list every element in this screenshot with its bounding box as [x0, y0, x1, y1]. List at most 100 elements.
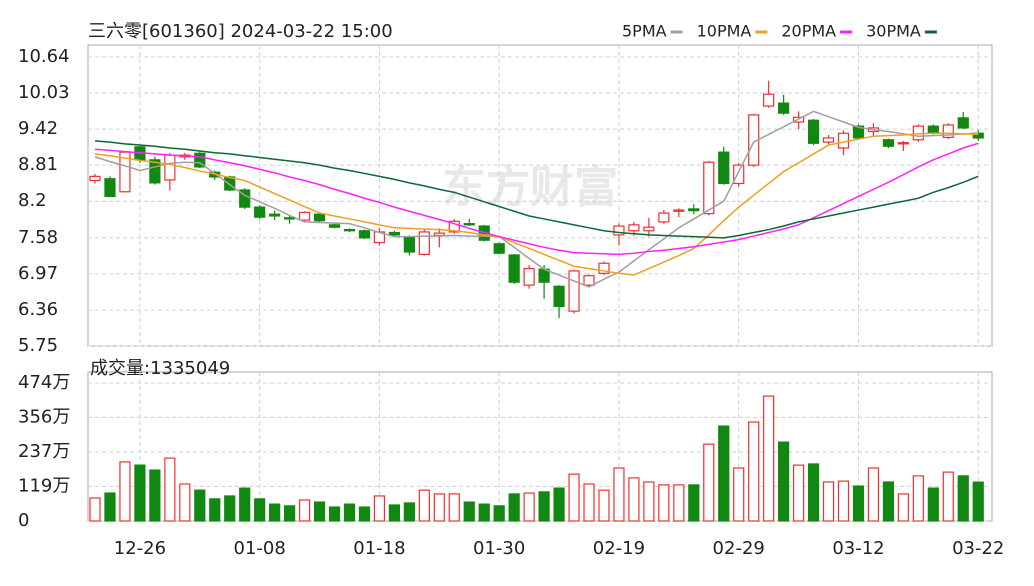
- candle-body: [508, 254, 520, 283]
- y-tick-label: 119万: [18, 475, 70, 496]
- volume-bar: [957, 475, 969, 522]
- candle-body: [807, 119, 820, 144]
- candle-body: [523, 267, 535, 286]
- y-tick-label: 6.97: [18, 263, 58, 284]
- volume-bar: [403, 502, 415, 522]
- volume-bar: [343, 503, 356, 522]
- volume-bar: [358, 506, 371, 522]
- ma-line: [94, 140, 979, 239]
- volume-bar: [179, 483, 191, 522]
- candle-body: [463, 223, 475, 226]
- candle-body: [897, 142, 909, 145]
- candle-body: [643, 226, 655, 232]
- volume-bar: [718, 425, 730, 522]
- volume-bar: [912, 475, 924, 522]
- candle-body: [388, 231, 400, 236]
- candle-body: [149, 159, 161, 184]
- x-tick-label: 01-08: [234, 538, 286, 559]
- candle-body: [164, 154, 176, 181]
- volume-title: 成交量:1335049: [90, 358, 230, 379]
- volume-bar: [448, 493, 460, 522]
- candle-body: [703, 161, 715, 215]
- volume-bar: [733, 467, 745, 522]
- volume-bar: [164, 457, 176, 522]
- candle-body: [628, 224, 640, 232]
- y-tick-label: 356万: [18, 406, 70, 427]
- candle-body: [553, 285, 565, 308]
- candle-body: [658, 212, 670, 223]
- volume-bar: [867, 467, 880, 522]
- candle-body: [882, 139, 895, 147]
- watermark: 东方财富: [442, 162, 618, 213]
- y-tick-label: 5.75: [18, 335, 58, 356]
- candle-body: [927, 125, 939, 134]
- volume-bar: [613, 467, 625, 522]
- volume-bar: [703, 443, 715, 522]
- volume-bar: [568, 473, 580, 522]
- y-tick-label: 474万: [18, 372, 70, 393]
- candle-body: [313, 213, 326, 222]
- volume-bar: [852, 485, 865, 522]
- volume-bar: [927, 487, 939, 522]
- candle-body: [328, 224, 341, 228]
- candle-body: [418, 231, 430, 255]
- candle-body: [343, 228, 356, 232]
- volume-bar: [478, 503, 490, 522]
- legend-label: 10PMA: [697, 22, 752, 41]
- y-tick-label: 10.64: [18, 46, 70, 67]
- volume-bar: [134, 464, 146, 522]
- legend-label: 30PMA: [866, 22, 921, 41]
- candle-body: [194, 152, 206, 168]
- candle-body: [613, 225, 625, 236]
- y-tick-label: 6.36: [18, 299, 58, 320]
- volume-bar: [284, 505, 296, 522]
- volume-bar: [523, 492, 535, 522]
- volume-bar: [313, 501, 326, 522]
- candle-body: [433, 232, 445, 237]
- ma-line: [94, 110, 979, 288]
- volume-bar: [897, 493, 909, 522]
- candle-body: [718, 151, 730, 185]
- volume-bar: [972, 481, 984, 522]
- volume-bar: [792, 464, 805, 522]
- volume-bar: [508, 493, 520, 522]
- chart-title: 三六零[601360] 2024-03-22 15:00: [88, 21, 393, 42]
- volume-bar: [239, 487, 251, 522]
- y-tick-label: 8.2: [18, 190, 47, 211]
- volume-bar: [224, 495, 236, 522]
- volume-bar: [298, 499, 311, 522]
- y-tick-label: 10.03: [18, 82, 70, 103]
- candle-body: [493, 243, 505, 254]
- y-tick-label: 7.58: [18, 227, 58, 248]
- candle-body: [403, 236, 415, 253]
- candle-body: [358, 230, 371, 239]
- volume-bar: [628, 477, 640, 522]
- candle-body: [942, 124, 954, 138]
- volume-bar: [269, 503, 281, 522]
- volume-bar: [418, 489, 430, 522]
- volume-bar: [493, 505, 505, 522]
- volume-bar: [433, 493, 445, 522]
- x-tick-label: 01-18: [353, 538, 405, 559]
- candle-body: [89, 175, 101, 182]
- volume-bar: [688, 484, 700, 522]
- candle-body: [852, 125, 865, 139]
- volume-bar: [658, 484, 670, 522]
- y-tick-label: 0: [18, 510, 29, 531]
- x-tick-label: 03-12: [832, 538, 884, 559]
- candle-body: [763, 93, 775, 107]
- legend-label: 20PMA: [781, 22, 836, 41]
- volume-bar: [822, 481, 835, 522]
- candle-body: [104, 178, 116, 198]
- volume-bar: [194, 489, 206, 522]
- x-tick-label: 02-19: [593, 538, 645, 559]
- legend-label: 5PMA: [622, 22, 667, 41]
- volume-bar: [583, 483, 595, 522]
- candle-body: [822, 137, 835, 143]
- volume-bar: [643, 481, 655, 522]
- volume-bar: [942, 471, 954, 522]
- x-tick-label: 02-29: [713, 538, 765, 559]
- candle-body: [269, 213, 281, 217]
- candle-body: [733, 164, 745, 185]
